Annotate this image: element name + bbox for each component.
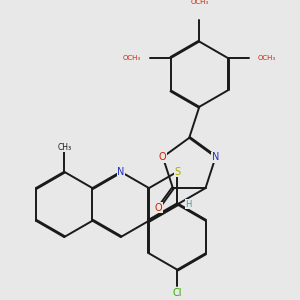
Text: CH₃: CH₃ <box>57 143 71 152</box>
Text: OCH₃: OCH₃ <box>190 0 208 5</box>
Text: O: O <box>155 203 162 213</box>
Text: S: S <box>174 167 180 177</box>
Text: O: O <box>159 152 166 162</box>
Text: Cl: Cl <box>172 287 182 298</box>
Text: OCH₃: OCH₃ <box>123 55 141 61</box>
Text: H: H <box>185 200 192 209</box>
Text: N: N <box>117 167 124 177</box>
Text: OCH₃: OCH₃ <box>258 55 276 61</box>
Text: N: N <box>212 152 219 162</box>
